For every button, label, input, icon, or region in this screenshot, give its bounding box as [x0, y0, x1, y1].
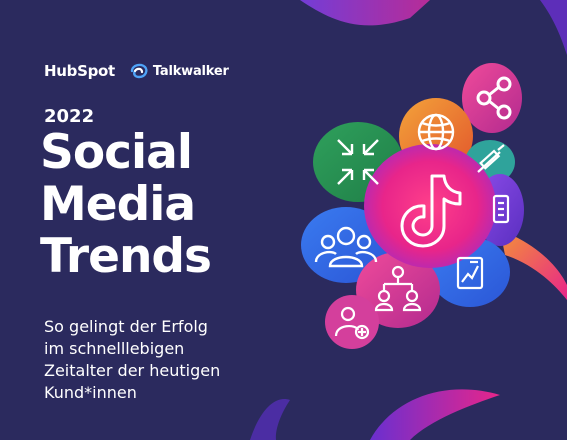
subtitle-line-1: So gelingt der Erfolg — [44, 317, 208, 336]
partner-logos: HubSpot Talkwalker — [44, 58, 229, 84]
phone-icon — [492, 194, 510, 224]
talkwalker-mark-icon — [130, 63, 148, 79]
share-icon — [476, 76, 512, 120]
arc-bottom-left — [250, 399, 290, 440]
blob-share — [462, 63, 522, 133]
arrows-inward-icon — [337, 139, 379, 185]
globe-icon — [417, 113, 455, 151]
arc-bottom — [370, 389, 500, 440]
cover-year: 2022 — [44, 106, 95, 127]
blob-tiktok — [364, 144, 496, 268]
arc-top — [300, 0, 430, 26]
title-line-3: Trends — [40, 229, 212, 284]
arc-top-right — [540, 0, 567, 55]
title-line-1: Social — [40, 125, 193, 180]
talkwalker-wordmark: Talkwalker — [152, 63, 229, 79]
hubspot-logo: HubSpot — [44, 62, 115, 80]
add-user-icon — [334, 306, 370, 340]
chart-document-icon — [456, 256, 484, 290]
cover-subtitle: So gelingt der Erfolg im schnelllebigen … — [44, 316, 220, 404]
subtitle-line-4: Kund*innen — [44, 383, 137, 402]
subtitle-line-2: im schnelllebigen — [44, 339, 185, 358]
title-line-2: Media — [40, 177, 196, 232]
hubspot-wordmark: HubSpot — [44, 62, 115, 80]
network-people-icon — [374, 265, 422, 312]
arc-right — [500, 230, 567, 300]
syringe-icon — [477, 144, 505, 173]
talkwalker-logo: Talkwalker — [129, 62, 229, 80]
tiktok-icon — [400, 174, 462, 248]
people-group-icon — [314, 226, 378, 268]
blob-adduser — [325, 295, 379, 349]
subtitle-line-3: Zeitalter der heutigen — [44, 361, 221, 380]
